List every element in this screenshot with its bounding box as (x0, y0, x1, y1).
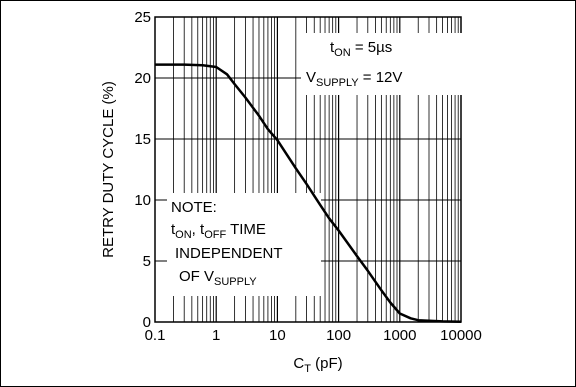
x-tick-label: 10000 (440, 327, 482, 344)
y-axis-label: RETRY DUTY CYCLE (%) (100, 81, 117, 258)
duty-cycle-curve (155, 63, 462, 324)
x-tick-label: 1 (212, 327, 220, 344)
y-tick-label: 15 (134, 131, 151, 148)
note-line-1: tON, tOFF TIME (171, 221, 266, 241)
x-tick-label: 0.1 (145, 327, 166, 344)
ton-annotation: tON = 5µs (330, 39, 392, 59)
x-tick-label: 1000 (383, 327, 416, 344)
x-axis-label: CT (pF) (293, 355, 342, 375)
y-tick-label: 5 (143, 253, 151, 270)
note-line-3: OF VSUPPLY (179, 268, 257, 288)
y-tick-label: 0 (143, 314, 151, 331)
y-tick-label: 10 (134, 192, 151, 209)
tick-labels: 0.1 1 10 100 1000 10000 0 5 10 15 20 25 (134, 9, 482, 344)
vsupply-annotation: VSUPPLY = 12V (306, 69, 402, 89)
y-tick-label: 25 (134, 9, 151, 26)
note-line-2: INDEPENDENT (175, 245, 283, 262)
note-annotation-bg (167, 193, 321, 296)
x-tick-label: 100 (326, 327, 351, 344)
plot-area (154, 16, 462, 323)
conditions-annotation-bg (301, 33, 473, 95)
y-tick-label: 20 (134, 70, 151, 87)
x-tick-label: 10 (269, 327, 286, 344)
note-title: NOTE: (171, 199, 217, 216)
